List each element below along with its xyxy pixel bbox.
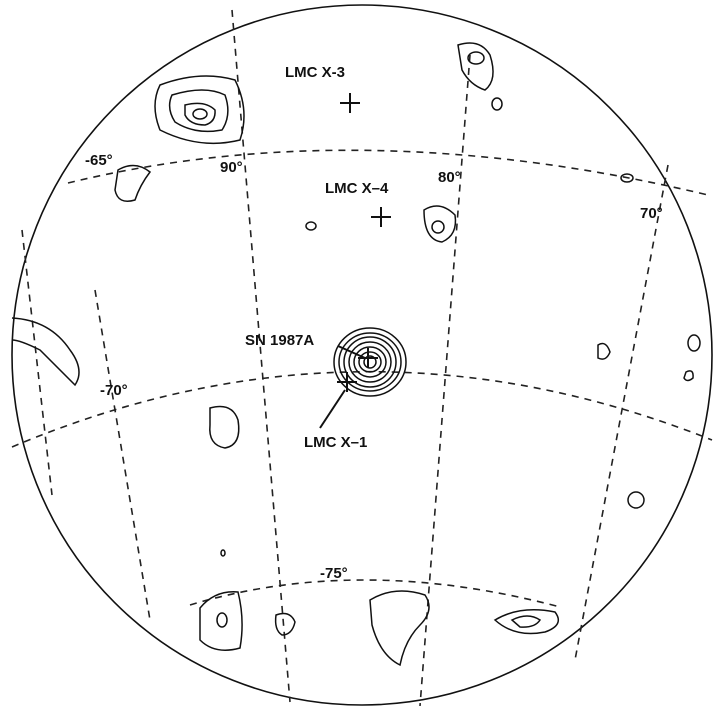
latitude-label: -75° [320, 565, 348, 582]
latitude-label: -65° [85, 152, 113, 169]
latitude-label: -70° [100, 382, 128, 399]
longitude-label: 80° [438, 169, 461, 186]
source-label: SN 1987A [245, 332, 314, 349]
source-label: LMC X–4 [325, 180, 389, 197]
contours [11, 42, 701, 667]
longitude-label: 70° [640, 205, 663, 222]
coordinate-grid [11, 9, 713, 707]
source-label: LMC X–1 [304, 434, 367, 451]
field-boundary [11, 4, 713, 706]
source-label: LMC X-3 [285, 64, 345, 81]
source-markers [319, 93, 391, 429]
longitude-label: 90° [220, 159, 243, 176]
